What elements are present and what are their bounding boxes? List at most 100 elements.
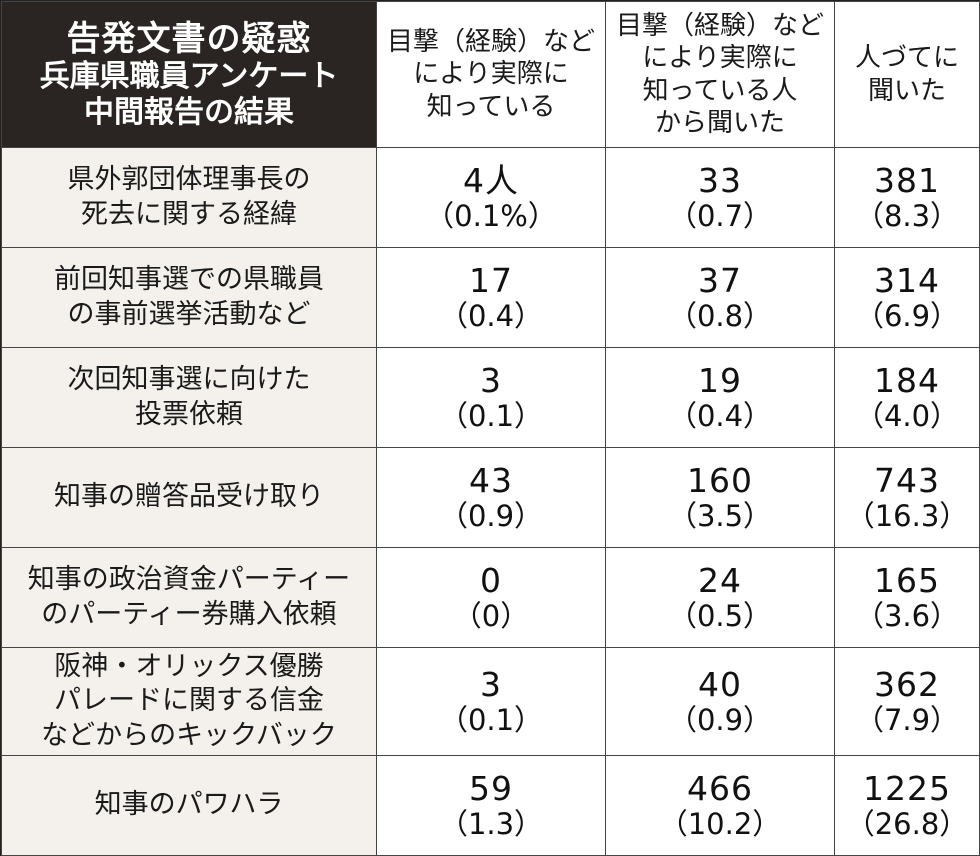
percent-value: （3.6） [854, 598, 960, 633]
count-value: 37 [698, 260, 742, 300]
title-line: 告発文書の疑惑 [66, 19, 312, 60]
count-value: 466 [687, 768, 753, 808]
percent-value: （0.1） [438, 398, 544, 433]
percent-value: （0.8） [667, 298, 773, 333]
row-label: 知事のパワハラ [1, 755, 377, 856]
table-row: 知事のパワハラ 59 （1.3） 466 （10.2） 1225 （26.8） [1, 755, 980, 856]
column-header-line: 聞いた [867, 75, 946, 106]
count-value: 43 [469, 460, 513, 500]
count-value: 59 [469, 768, 513, 808]
column-header-line: 知っている人 [642, 75, 798, 106]
count-value: 24 [698, 560, 742, 600]
column-header-line: から聞いた [654, 108, 785, 138]
row-label-line: などからのキックバック [41, 719, 337, 751]
row-label-line: のパーティー券購入依頼 [41, 598, 337, 630]
percent-value: （1.3） [438, 806, 544, 841]
value-cell: 24 （0.5） [605, 547, 835, 648]
row-label-line: 知事の贈答品受け取り [54, 481, 324, 513]
value-cell: 381 （8.3） [834, 147, 980, 248]
column-header-hearsay: 人づてに 聞いた [834, 1, 980, 148]
row-label: 知事の贈答品受け取り [1, 447, 377, 548]
row-label-line: 前回知事選での県職員 [54, 263, 324, 295]
count-value: 743 [874, 460, 940, 500]
percent-value: （7.9） [854, 702, 960, 737]
count-value: 1225 [863, 768, 951, 808]
percent-value: （8.3） [854, 198, 960, 233]
title-line: 中間報告の結果 [84, 94, 294, 130]
count-value: 314 [874, 260, 940, 300]
row-label-line: 投票依頼 [135, 398, 243, 430]
count-value: 3 [480, 664, 502, 704]
value-cell: 19 （0.4） [605, 347, 835, 448]
value-cell: 43 （0.9） [376, 447, 606, 548]
percent-value: （0.4） [667, 398, 773, 433]
table-row: 前回知事選での県職員 の事前選挙活動など 17 （0.4） 37 （0.8） 3… [1, 247, 980, 348]
value-cell: 40 （0.9） [605, 647, 835, 756]
table-row: 阪神・オリックス優勝 パレードに関する信金 などからのキックバック 3 （0.1… [1, 647, 980, 756]
column-header-line: 目撃（経験）など [615, 10, 824, 41]
row-label: 前回知事選での県職員 の事前選挙活動など [1, 247, 377, 348]
percent-value: （10.2） [658, 806, 782, 841]
column-header-line: により実際に [413, 59, 569, 90]
title-line: 兵庫県職員アンケート [39, 59, 339, 95]
percent-value: （6.9） [854, 298, 960, 333]
value-cell: 160 （3.5） [605, 447, 835, 548]
percent-value: （0.9） [438, 498, 544, 533]
header-row: 告発文書の疑惑 兵庫県職員アンケート 中間報告の結果 目撃（経験）など により実… [1, 1, 980, 148]
row-label: 阪神・オリックス優勝 パレードに関する信金 などからのキックバック [1, 647, 377, 756]
value-cell: 33 （0.7） [605, 147, 835, 248]
count-value: 0 [480, 560, 502, 600]
count-value: 33 [698, 160, 742, 200]
column-header-line: 目撃（経験）など [386, 26, 595, 57]
value-cell: 314 （6.9） [834, 247, 980, 348]
percent-value: （0） [452, 598, 530, 633]
row-label-line: 次回知事選に向けた [67, 363, 311, 395]
count-value: 160 [687, 460, 753, 500]
value-cell: 17 （0.4） [376, 247, 606, 348]
percent-value: （0.1%） [425, 198, 557, 233]
row-label-line: 阪神・オリックス優勝 [54, 650, 324, 682]
table-row: 知事の贈答品受け取り 43 （0.9） 160 （3.5） 743 （16.3） [1, 447, 980, 548]
count-value: 184 [874, 360, 940, 400]
value-cell: 3 （0.1） [376, 647, 606, 756]
column-header-heard-from-witness: 目撃（経験）など により実際に 知っている人 から聞いた [605, 1, 835, 148]
percent-value: （0.4） [438, 298, 544, 333]
row-label-line: 知事の政治資金パーティー [27, 563, 351, 595]
percent-value: （4.0） [854, 398, 960, 433]
column-header-line: 知っている [426, 91, 556, 122]
row-label: 県外郭団体理事長の 死去に関する経緯 [1, 147, 377, 248]
table-row: 知事の政治資金パーティー のパーティー券購入依頼 0 （0） 24 （0.5） … [1, 547, 980, 648]
row-label-line: パレードに関する信金 [54, 685, 324, 717]
percent-value: （0.7） [667, 198, 773, 233]
table-title: 告発文書の疑惑 兵庫県職員アンケート 中間報告の結果 [1, 1, 377, 148]
count-value: 3 [480, 360, 502, 400]
value-cell: 37 （0.8） [605, 247, 835, 348]
table-row: 県外郭団体理事長の 死去に関する経緯 4人 （0.1%） 33 （0.7） 38… [1, 147, 980, 248]
table-row: 次回知事選に向けた 投票依頼 3 （0.1） 19 （0.4） 184 （4.0… [1, 347, 980, 448]
value-cell: 0 （0） [376, 547, 606, 648]
row-label-line: 死去に関する経緯 [81, 198, 297, 230]
percent-value: （26.8） [845, 806, 969, 841]
count-value: 40 [698, 664, 742, 704]
count-value: 17 [469, 260, 513, 300]
row-label-line: 知事のパワハラ [94, 789, 284, 821]
value-cell: 743 （16.3） [834, 447, 980, 548]
count-value: 381 [874, 160, 940, 200]
column-header-line: 人づてに [854, 43, 959, 73]
value-cell: 362 （7.9） [834, 647, 980, 756]
value-cell: 4人 （0.1%） [376, 147, 606, 248]
percent-value: （0.5） [667, 598, 773, 633]
percent-value: （3.5） [667, 498, 773, 533]
column-header-witnessed: 目撃（経験）など により実際に 知っている [376, 1, 606, 148]
count-value: 362 [874, 664, 940, 704]
percent-value: （16.3） [845, 498, 969, 533]
count-value: 4人 [463, 160, 519, 200]
value-cell: 3 （0.1） [376, 347, 606, 448]
row-label: 次回知事選に向けた 投票依頼 [1, 347, 377, 448]
percent-value: （0.1） [438, 702, 544, 737]
column-header-line: により実際に [642, 43, 798, 73]
count-value: 19 [698, 360, 742, 400]
value-cell: 59 （1.3） [376, 755, 606, 856]
